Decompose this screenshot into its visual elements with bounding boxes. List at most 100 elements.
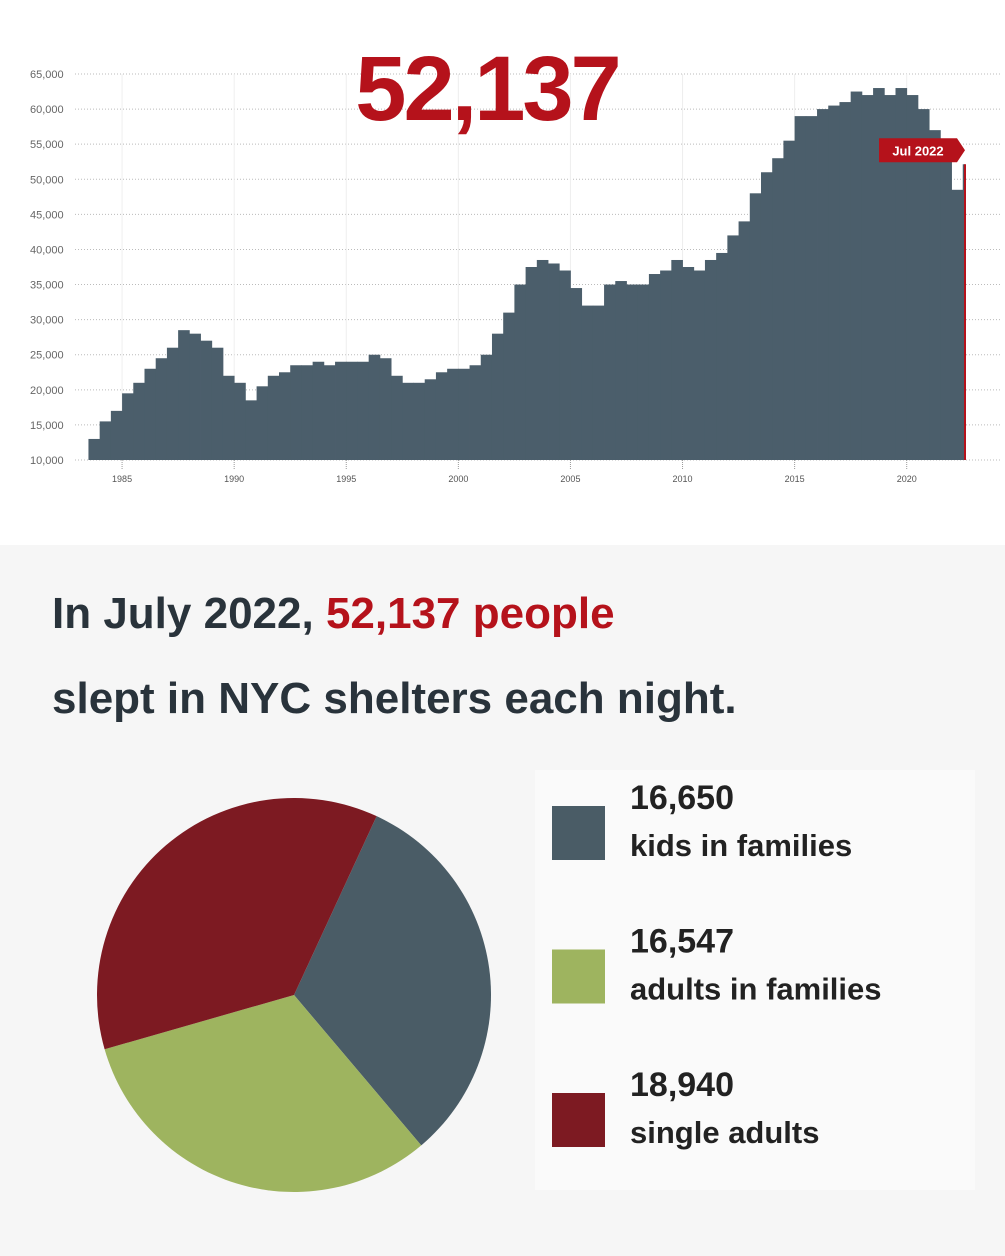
y-tick-label: 40,000 bbox=[30, 244, 64, 256]
bar bbox=[738, 221, 751, 460]
bar bbox=[839, 102, 852, 460]
bar bbox=[884, 95, 896, 461]
bar bbox=[122, 393, 134, 460]
line-chart: 10,000 15,000 20,000 25,000 30,000 35,000 40,0… bbox=[30, 38, 1000, 484]
bar bbox=[379, 358, 392, 460]
bar bbox=[335, 361, 347, 460]
bar bbox=[604, 284, 616, 460]
bar bbox=[133, 382, 145, 460]
bar bbox=[727, 235, 739, 460]
bar bbox=[110, 410, 123, 460]
bar bbox=[200, 340, 213, 460]
y-tick-label: 50,000 bbox=[30, 174, 64, 186]
bar bbox=[749, 193, 762, 461]
y-tick-label: 20,000 bbox=[30, 385, 64, 397]
bar bbox=[929, 130, 941, 461]
bar bbox=[211, 347, 224, 460]
bar bbox=[424, 379, 437, 460]
bar bbox=[772, 158, 784, 460]
bar bbox=[794, 116, 807, 460]
bar bbox=[503, 312, 515, 460]
bar bbox=[267, 375, 280, 460]
bar bbox=[693, 270, 706, 460]
bar bbox=[906, 95, 919, 461]
x-tick-label: 2000 bbox=[448, 474, 468, 484]
bar bbox=[648, 274, 661, 460]
bar bbox=[570, 288, 583, 460]
bar bbox=[279, 372, 291, 460]
x-tick-label: 2020 bbox=[897, 474, 917, 484]
y-tick-label: 30,000 bbox=[30, 315, 64, 327]
legend-label: single adults bbox=[630, 1115, 819, 1150]
legend-label: kids in families bbox=[630, 828, 852, 863]
bar bbox=[626, 284, 639, 460]
bar bbox=[592, 305, 605, 460]
bar bbox=[346, 361, 358, 460]
bar bbox=[951, 189, 964, 461]
summary-text: In July 2022, bbox=[52, 589, 314, 638]
bar bbox=[144, 368, 157, 460]
legend-label: adults in families bbox=[630, 972, 882, 1007]
bar bbox=[615, 281, 627, 460]
bar bbox=[817, 109, 829, 460]
x-tick-label: 2010 bbox=[673, 474, 693, 484]
bar bbox=[940, 151, 952, 460]
bar bbox=[155, 358, 168, 460]
bar bbox=[290, 365, 302, 460]
bar bbox=[391, 375, 403, 460]
bar bbox=[536, 259, 549, 460]
summary-highlight: 52,137 people bbox=[326, 589, 615, 638]
annotation: Jul 2022 bbox=[892, 143, 943, 158]
bar bbox=[850, 91, 863, 460]
bar bbox=[895, 88, 908, 460]
annotation-box bbox=[879, 138, 965, 163]
y-tick-label: 35,000 bbox=[30, 280, 64, 292]
bar bbox=[402, 382, 414, 460]
bar bbox=[166, 347, 179, 460]
x-tick-label: 1990 bbox=[224, 474, 244, 484]
bar bbox=[222, 375, 235, 460]
pie-slice bbox=[294, 816, 491, 1146]
y-tick-label: 25,000 bbox=[30, 350, 64, 362]
x-tick-label: 2005 bbox=[560, 474, 580, 484]
bar bbox=[245, 400, 257, 460]
bar bbox=[716, 252, 728, 460]
bar bbox=[559, 270, 571, 460]
bar bbox=[525, 267, 538, 460]
bar bbox=[760, 172, 773, 460]
bar bbox=[323, 365, 336, 460]
bar bbox=[671, 259, 683, 460]
bar bbox=[458, 368, 470, 460]
x-tick-label: 1995 bbox=[336, 474, 356, 484]
legend-value: 18,940 bbox=[630, 1066, 734, 1104]
y-tick-label: 60,000 bbox=[30, 104, 64, 116]
bar bbox=[178, 330, 190, 460]
bar bbox=[861, 95, 874, 461]
y-tick-label: 15,000 bbox=[30, 420, 64, 432]
bar bbox=[660, 270, 672, 460]
bar bbox=[704, 259, 717, 460]
legend-swatch bbox=[552, 949, 605, 1004]
pie-slice bbox=[104, 995, 422, 1192]
legend-value: 16,650 bbox=[630, 779, 734, 817]
bar bbox=[783, 140, 796, 460]
bar bbox=[805, 116, 818, 460]
bar bbox=[581, 305, 594, 460]
bar bbox=[480, 354, 493, 460]
bar bbox=[637, 284, 650, 460]
bar bbox=[469, 365, 482, 460]
legend-swatch bbox=[552, 806, 605, 860]
legend-value: 16,547 bbox=[630, 923, 734, 961]
bar bbox=[491, 333, 504, 460]
bar bbox=[234, 382, 246, 460]
bar bbox=[682, 267, 695, 460]
y-tick-label: 55,000 bbox=[30, 139, 64, 151]
summary-line-2: slept in NYC shelters each night. bbox=[52, 674, 737, 723]
chart-title: 52,137 bbox=[355, 38, 618, 140]
bar bbox=[514, 284, 527, 460]
bar bbox=[447, 368, 459, 460]
bar bbox=[312, 361, 325, 460]
bar bbox=[435, 372, 448, 460]
bar bbox=[301, 365, 314, 460]
